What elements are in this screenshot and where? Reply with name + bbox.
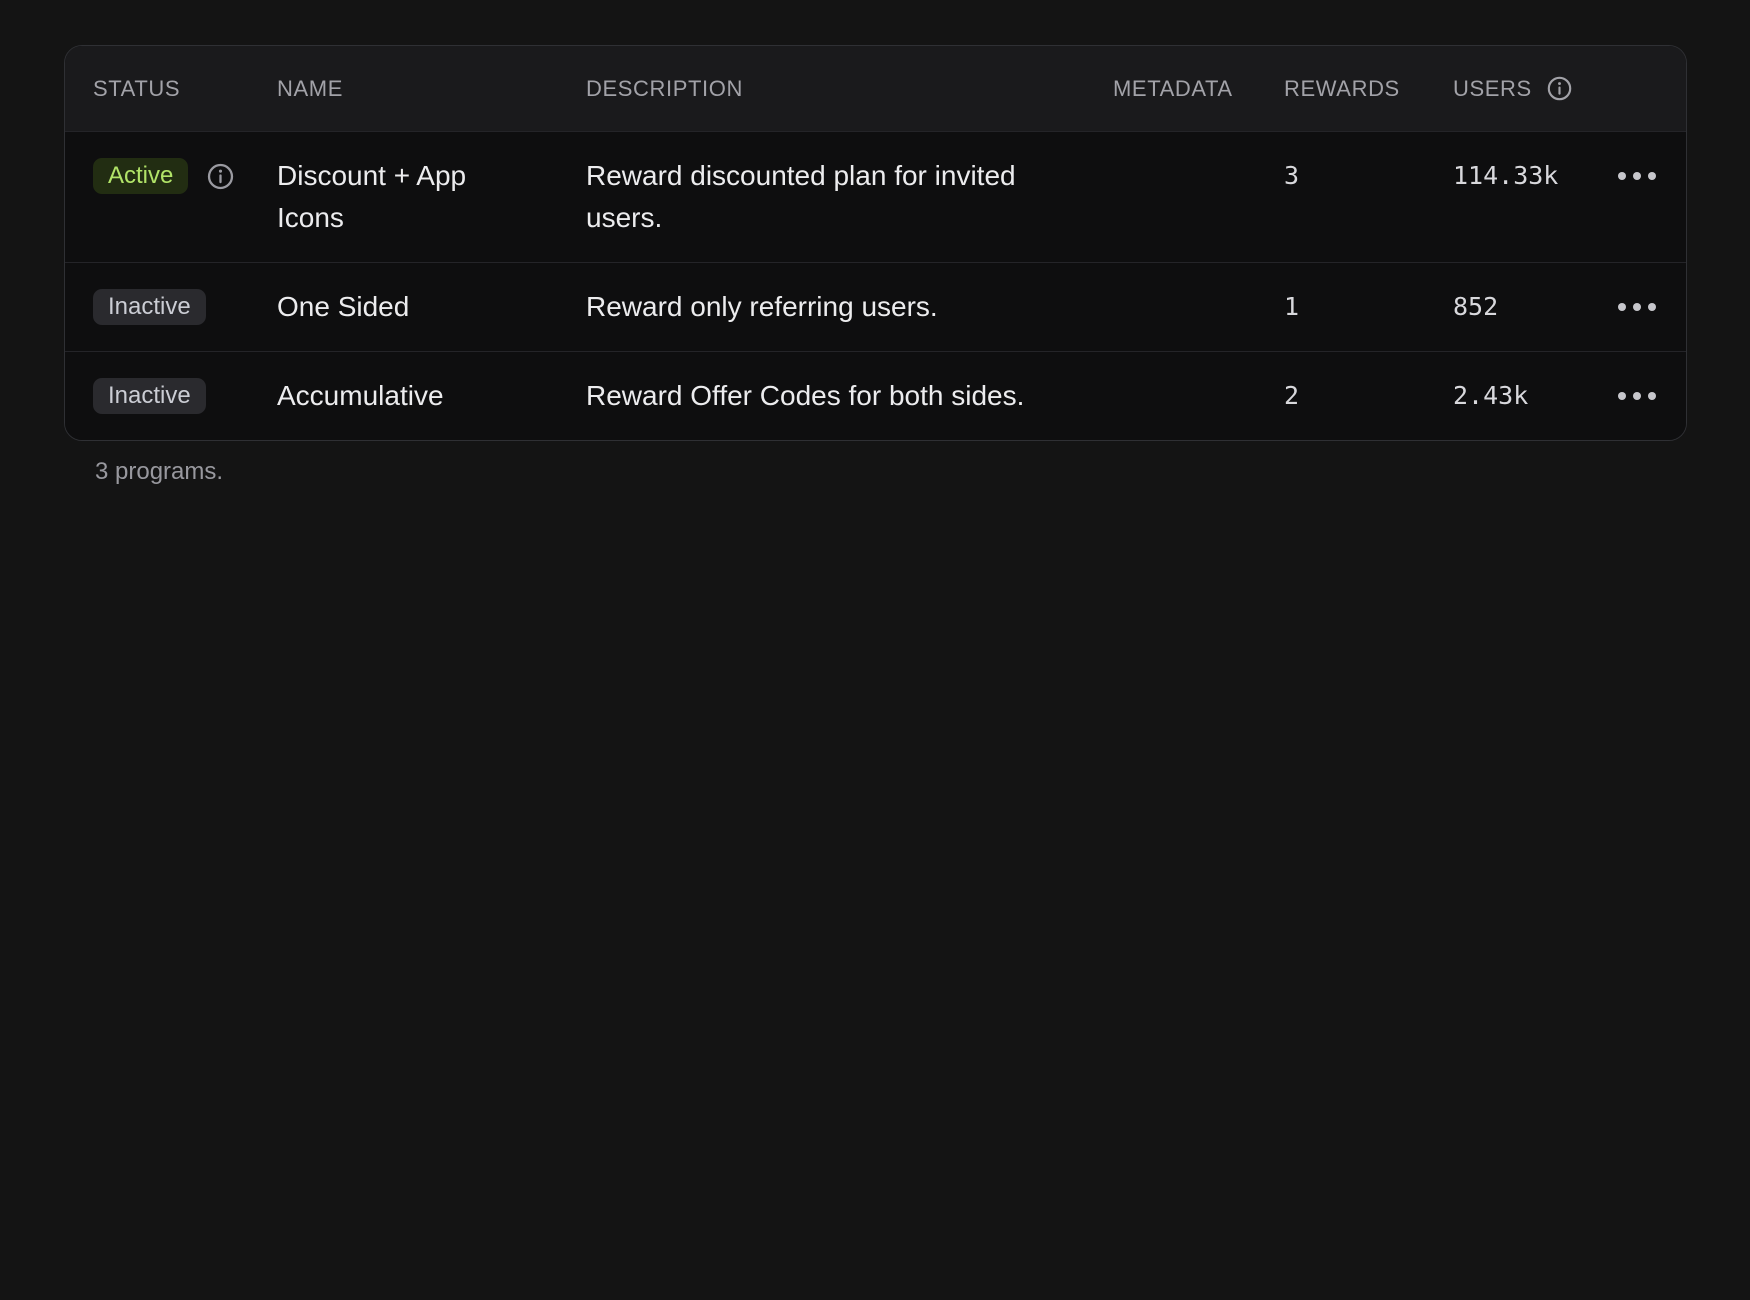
rewards-count: 1 — [1284, 292, 1300, 321]
status-cell: Inactive — [93, 352, 277, 440]
program-description: Reward discounted plan for invited users… — [586, 160, 1016, 233]
rewards-count: 2 — [1284, 381, 1300, 410]
column-header-metadata: METADATA — [1113, 76, 1284, 102]
users-info-icon[interactable] — [1546, 75, 1573, 102]
column-header-status: STATUS — [93, 76, 277, 102]
programs-table: STATUS NAME DESCRIPTION METADATA REWARDS… — [64, 45, 1687, 441]
column-header-rewards-label: REWARDS — [1284, 75, 1400, 101]
column-header-users: USERS — [1453, 75, 1600, 102]
program-name: Discount + App Icons — [277, 160, 467, 233]
row-actions-button[interactable] — [1616, 155, 1658, 197]
column-header-rewards: REWARDS — [1284, 76, 1453, 102]
row-actions-button[interactable] — [1616, 286, 1658, 328]
column-header-description-label: DESCRIPTION — [586, 75, 743, 101]
rewards-count: 3 — [1284, 161, 1300, 190]
programs-count-footer: 3 programs. — [95, 458, 224, 485]
metadata-value — [1113, 132, 1284, 262]
status-badge: Inactive — [93, 289, 206, 325]
users-count: 114.33k — [1453, 161, 1559, 190]
program-name: Accumulative — [277, 380, 444, 411]
users-count: 2.43k — [1453, 381, 1529, 410]
users-count: 852 — [1453, 292, 1499, 321]
column-header-status-label: STATUS — [93, 75, 181, 101]
ellipsis-icon — [1618, 172, 1656, 180]
table-row[interactable]: Inactive One Sided Reward only referring… — [65, 262, 1686, 351]
metadata-value — [1113, 263, 1284, 351]
table-header-row: STATUS NAME DESCRIPTION METADATA REWARDS… — [65, 46, 1686, 132]
column-header-metadata-label: METADATA — [1113, 75, 1233, 101]
column-header-description: DESCRIPTION — [586, 76, 1113, 102]
status-cell: Active — [93, 132, 277, 262]
ellipsis-icon — [1618, 392, 1656, 400]
table-row[interactable]: Active Discount + App Icons Reward disco… — [65, 132, 1686, 262]
metadata-value — [1113, 352, 1284, 440]
actions-cell — [1600, 132, 1658, 262]
actions-cell — [1600, 263, 1658, 351]
column-header-name-label: NAME — [277, 75, 343, 101]
column-header-name: NAME — [277, 76, 586, 102]
row-actions-button[interactable] — [1616, 375, 1658, 417]
column-header-users-label: USERS — [1453, 75, 1532, 101]
program-name: One Sided — [277, 291, 410, 322]
table-row[interactable]: Inactive Accumulative Reward Offer Codes… — [65, 351, 1686, 440]
status-badge: Inactive — [93, 378, 206, 414]
status-cell: Inactive — [93, 263, 277, 351]
program-description: Reward Offer Codes for both sides. — [586, 380, 1025, 411]
status-info-icon[interactable] — [206, 162, 235, 191]
status-badge: Active — [93, 158, 189, 194]
program-description: Reward only referring users. — [586, 291, 938, 322]
ellipsis-icon — [1618, 303, 1656, 311]
actions-cell — [1600, 352, 1658, 440]
